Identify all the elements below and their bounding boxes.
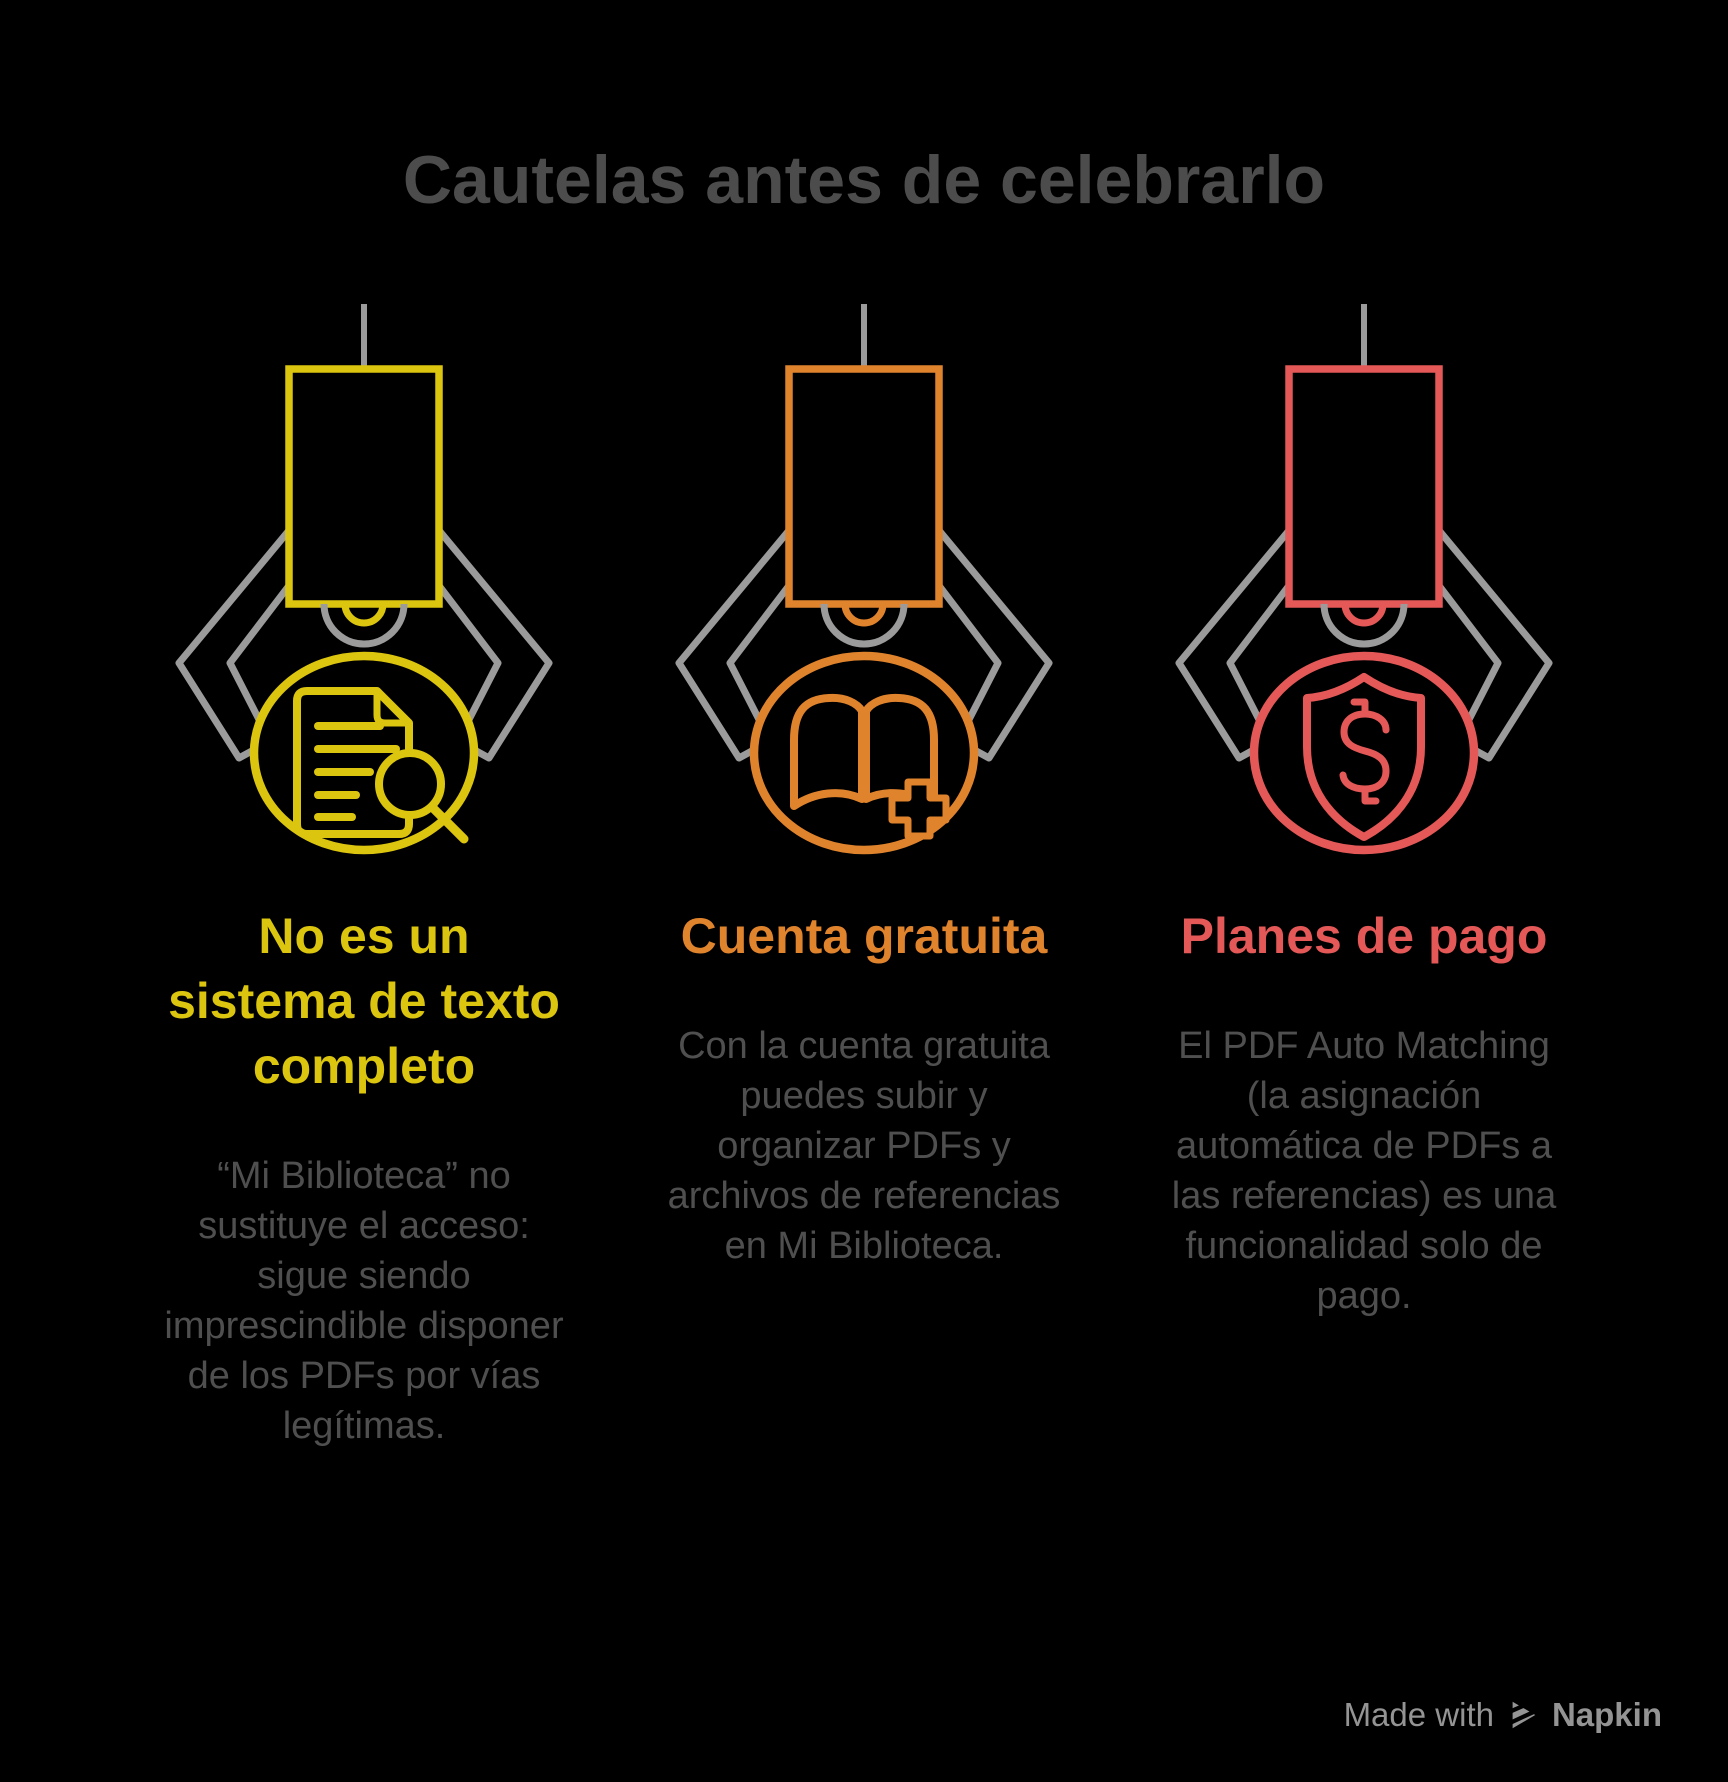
column-heading: Cuenta gratuita [680,907,1048,964]
claw-body [785,364,943,608]
claw-machine-illustration [175,303,553,854]
napkin-logo-icon [1507,1699,1539,1729]
claw-pulley-outer [820,603,908,648]
book-plus-icon [790,693,950,840]
column-heading: Planes de pago [1180,907,1548,964]
napkin-brand-label: Napkin [1551,1696,1662,1733]
column-heading: No es un sistema de texto completo [168,907,560,1094]
column-free-account: Cuenta gratuita Con la cuenta gratuita p… [634,278,1094,1452]
claw-pulley-outer [1320,603,1408,648]
claw-body [1285,364,1443,608]
claw-pulley-outer [320,603,408,648]
column-description: Con la cuenta gratuita puedes subir y or… [667,1024,1061,1268]
made-with-label: Made with [1343,1696,1494,1733]
page-title: Cautelas antes de celebrarlo [402,142,1326,218]
claw-pulley-inner [341,603,387,627]
claw-body [285,364,443,608]
shield-dollar-icon [1303,672,1425,841]
claw-machine-illustration [1175,303,1553,854]
claw-pulley-inner [841,603,887,627]
claw-machine-illustration [675,303,1053,854]
claw-pulley-inner [1341,603,1387,627]
made-with-napkin-credit: Made with Napkin [1344,1696,1662,1734]
columns-row: No es un sistema de texto completo “Mi B… [0,278,1728,1452]
column-description: “Mi Biblioteca” no sustituye el acceso: … [164,1154,564,1448]
document-search-icon [293,686,469,844]
column-paid-plans: Planes de pago El PDF Auto Matching (la … [1134,278,1594,1452]
column-full-text: No es un sistema de texto completo “Mi B… [134,278,594,1452]
column-description: El PDF Auto Matching (la asignación auto… [1171,1024,1557,1318]
